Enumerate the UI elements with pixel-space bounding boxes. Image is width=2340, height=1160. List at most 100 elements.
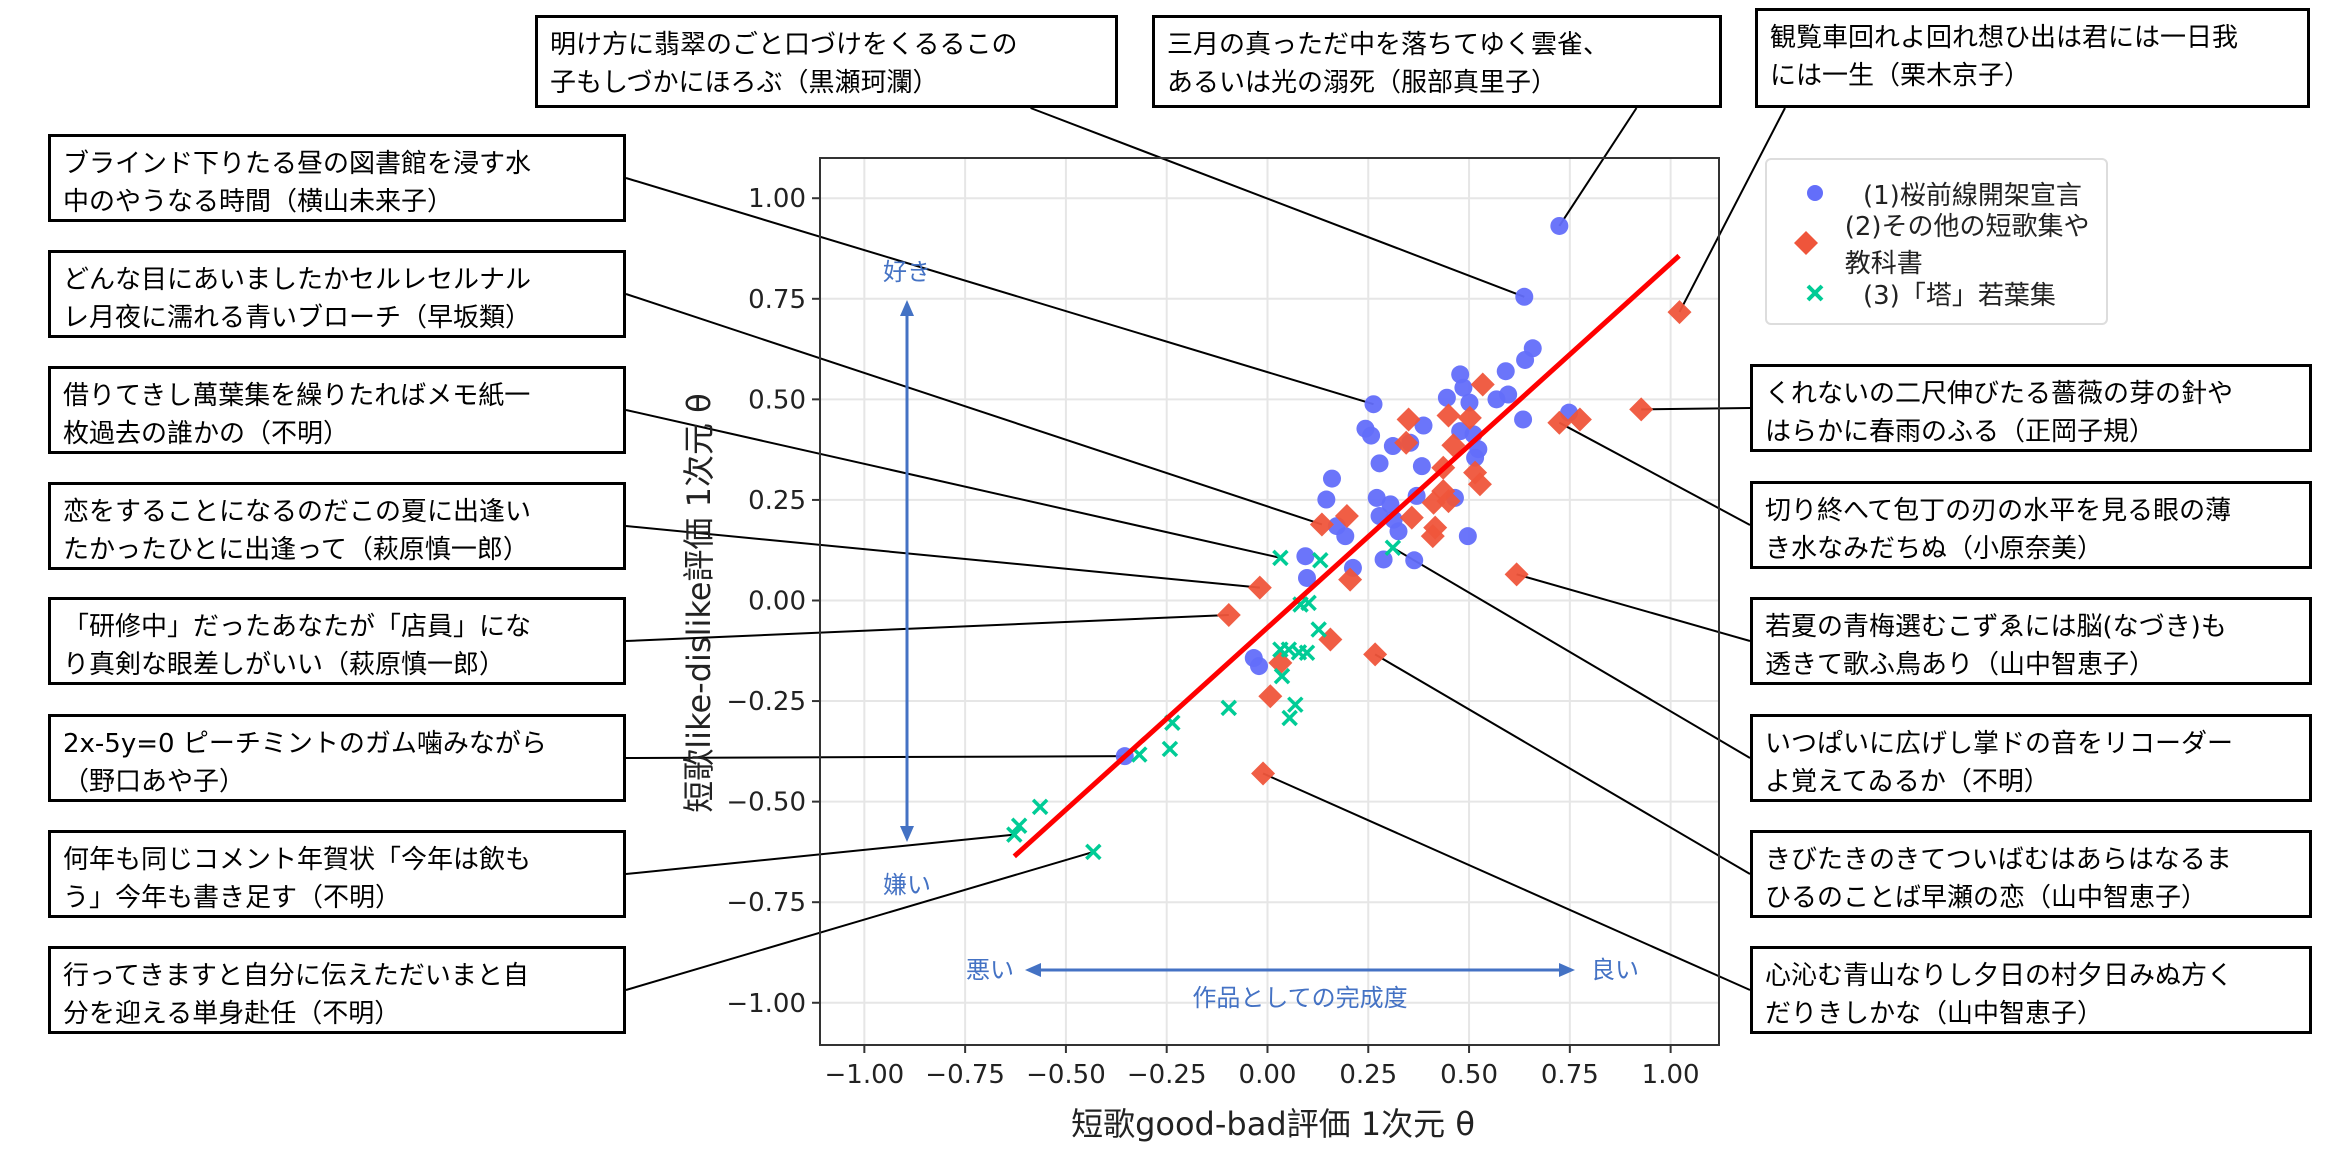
annotation-connector: [625, 613, 1229, 642]
annotation-box: 切り終へて包丁の刃の水平を見る眼の薄 き水なみだちぬ（小原奈美）: [1750, 481, 2312, 569]
y-axis-label: 短歌like-dislike評価 1次元 θ: [680, 393, 718, 812]
point-x: [1273, 667, 1291, 685]
y-tick-label: −0.50: [726, 788, 806, 818]
point-diamond: [1338, 567, 1363, 592]
point-diamond: [1420, 524, 1445, 549]
annotation-box: くれないの二尺伸びたる薔薇の芽の針や はらかに春雨のふる（正岡子規）: [1750, 364, 2312, 452]
point-x: [1010, 817, 1028, 835]
point-diamond: [1504, 562, 1529, 587]
y-tick-label: 0.75: [748, 285, 806, 315]
point-diamond: [1247, 575, 1272, 600]
point-x: [1300, 594, 1317, 612]
point-circle: [1296, 547, 1315, 566]
annotation-connector: [1392, 546, 1751, 759]
point-circle: [1437, 388, 1456, 407]
annotation-box: 借りてきし萬葉集を繰りたればメモ紙一 枚過去の誰かの（不明）: [48, 366, 626, 454]
legend-label: (3)「塔」若葉集: [1863, 280, 2056, 311]
plot-frame: [819, 157, 1720, 1046]
legend-item-series-1[interactable]: (1)桜前線開架宣言: [1767, 168, 2082, 218]
point-diamond: [1470, 372, 1495, 397]
x-tick-label: 0.75: [1541, 1060, 1599, 1090]
point-diamond: [1629, 397, 1654, 422]
annotation-box: 観覧車回れよ回れ想ひ出は君には一日我 には一生（栗木京子）: [1755, 8, 2310, 108]
annotation-box: ブラインド下りたる昼の図書館を浸す水 中のやうなる時間（横山未来子）: [48, 134, 626, 222]
annotation-connector: [1558, 421, 1751, 526]
annotation-box: 「研修中」だったあなたが「店員」にな り真剣な眼差しがいい（萩原慎一郎）: [48, 597, 626, 685]
x-tick-label: −0.75: [925, 1060, 1005, 1090]
x-tick-label: 0.00: [1239, 1060, 1297, 1090]
annotation-box: いつぱいに広げし掌ドの音をリコーダー よ覚えてゐるか（不明）: [1750, 714, 2312, 802]
point-circle: [1515, 287, 1534, 306]
legend: (1)桜前線開架宣言 (2)その他の短歌集や教科書 (3)「塔」若葉集: [1765, 158, 2108, 325]
x-tick-label: −0.50: [1026, 1060, 1106, 1090]
x-tick-label: 1.00: [1642, 1060, 1700, 1090]
y-tick-label: 0.50: [748, 385, 806, 415]
y-tick-label: 1.00: [748, 184, 806, 214]
point-diamond: [1309, 512, 1334, 537]
legend-label: (1)桜前線開架宣言: [1863, 180, 2082, 211]
point-circle: [1496, 362, 1515, 381]
dislike-label: 嫌い: [883, 871, 931, 899]
x-tick-label: −0.25: [1127, 1060, 1207, 1090]
point-x: [1384, 539, 1402, 557]
point-diamond: [1467, 472, 1492, 497]
point-circle: [1250, 657, 1269, 676]
point-circle: [1317, 490, 1336, 509]
point-circle: [1550, 216, 1569, 235]
axis-annotations: 好き 嫌い 悪い 良い 作品としての完成度: [883, 258, 1639, 1012]
point-circle: [1460, 393, 1479, 412]
y-tick-label: −0.75: [726, 888, 806, 918]
point-diamond: [1258, 684, 1283, 709]
point-x: [1085, 843, 1102, 861]
annotation-box: 行ってきますと自分に伝えただいまと自 分を迎える単身赴任（不明）: [48, 946, 626, 1034]
data-points: [1006, 216, 1692, 861]
point-diamond: [1436, 489, 1461, 514]
point-circle: [1364, 395, 1383, 414]
arrow-down-icon: [900, 826, 914, 842]
circle-marker-icon: [1767, 183, 1863, 203]
x-tick-label: −1.00: [825, 1060, 905, 1090]
point-circle: [1405, 551, 1424, 570]
annotation-box: 2x-5y=0 ピーチミントのガム噛みながら （野口あや子）: [48, 714, 626, 802]
point-circle: [1381, 495, 1400, 514]
annotation-box: 三月の真っただ中を落ちてゆく雲雀、 あるいは光の溺死（服部真里子）: [1152, 15, 1722, 108]
annotation-box: 恋をすることになるのだこの夏に出逢い たかったひとに出逢って（萩原慎一郎）: [48, 482, 626, 570]
annotation-connector: [625, 755, 1125, 759]
annotation-connector: [625, 409, 1281, 559]
y-tick-label: −1.00: [726, 989, 806, 1019]
annotation-box: 心沁む青山なりし夕日の村夕日みぬ方く だりきしかな（山中智恵子）: [1750, 946, 2312, 1034]
point-diamond: [1421, 490, 1446, 515]
annotation-connector: [625, 525, 1260, 589]
x-axis-label: 短歌good-bad評価 1次元 θ: [1071, 1105, 1475, 1143]
point-diamond: [1547, 410, 1572, 435]
arrow-up-icon: [900, 300, 914, 316]
legend-item-series-2[interactable]: (2)その他の短歌集や教科書: [1767, 212, 2106, 279]
point-diamond: [1399, 505, 1424, 530]
legend-item-series-3[interactable]: (3)「塔」若葉集: [1767, 268, 2056, 318]
point-x: [1272, 549, 1289, 567]
quality-label: 作品としての完成度: [1192, 984, 1407, 1012]
point-diamond: [1394, 430, 1419, 455]
point-circle: [1322, 469, 1341, 488]
point-circle: [1336, 527, 1355, 546]
y-tick-label: −0.25: [726, 687, 806, 717]
point-circle: [1466, 448, 1485, 467]
bad-label: 悪い: [966, 956, 1014, 984]
annotation-connector: [625, 850, 1094, 991]
annotation-connector: [1558, 107, 1638, 227]
point-diamond: [1216, 602, 1241, 627]
good-label: 良い: [1591, 956, 1639, 984]
point-x: [1281, 709, 1298, 727]
annotation-connector: [1516, 573, 1751, 642]
point-diamond: [1396, 407, 1421, 432]
annotation-connector: [1374, 653, 1751, 875]
point-circle: [1389, 522, 1408, 541]
annotation-connectors: [625, 107, 1786, 991]
y-tick-label: 0.25: [748, 486, 806, 516]
annotation-box: きびたきのきてついばむはあらはなるま ひるのことば早瀬の恋（山中智恵子）: [1750, 830, 2312, 918]
annotation-box: 若夏の青梅選むこずゑには脳(なづき)も 透きて歌ふ鳥あり（山中智恵子）: [1750, 597, 2312, 685]
arrow-left-icon: [1025, 963, 1041, 977]
point-circle: [1370, 454, 1389, 473]
arrow-right-icon: [1559, 963, 1575, 977]
